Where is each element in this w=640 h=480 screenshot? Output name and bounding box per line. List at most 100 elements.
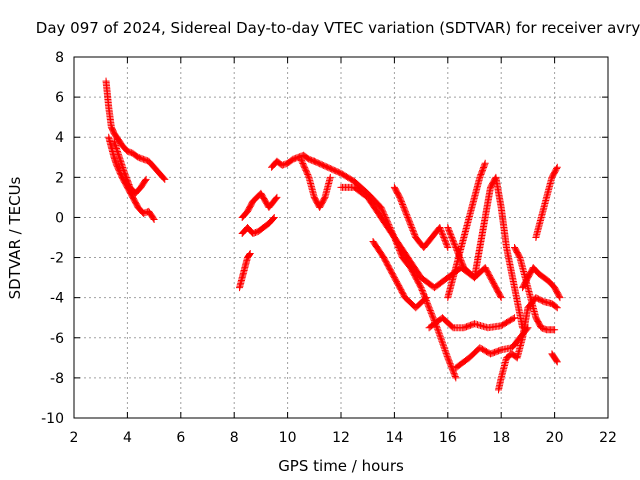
data-point — [141, 176, 149, 184]
data-point — [401, 206, 409, 214]
data-point — [411, 231, 419, 239]
data-point — [445, 357, 453, 365]
data-point — [450, 368, 458, 376]
data-point — [429, 312, 437, 320]
data-point — [434, 325, 442, 333]
data-point — [406, 219, 414, 227]
data-point — [439, 232, 447, 240]
data-point — [451, 372, 459, 380]
x-tick-label: 12 — [332, 430, 350, 446]
series-track-5 — [238, 213, 278, 237]
data-point — [397, 196, 405, 204]
data-point — [552, 303, 560, 311]
y-tick-label: 0 — [55, 210, 64, 226]
data-point — [405, 218, 413, 226]
y-tick-label: 6 — [55, 90, 64, 106]
data-point — [403, 211, 411, 219]
data-point — [161, 175, 169, 183]
data-point — [452, 374, 460, 382]
data-point — [438, 337, 446, 345]
data-point — [449, 367, 457, 375]
data-point — [511, 314, 519, 322]
data-point — [444, 355, 452, 363]
data-point — [440, 235, 448, 243]
data-point — [438, 228, 446, 236]
y-tick-label: -6 — [50, 331, 64, 347]
data-point — [435, 330, 443, 338]
x-tick-label: 22 — [599, 430, 617, 446]
data-point — [398, 199, 406, 207]
data-point — [426, 305, 434, 313]
data-point — [451, 371, 459, 379]
series-track-12 — [369, 238, 430, 312]
data-point — [452, 245, 460, 253]
data-point — [497, 294, 505, 302]
data-point — [380, 209, 388, 217]
data-point — [450, 238, 458, 246]
data-point — [421, 295, 429, 303]
data-point — [447, 361, 455, 369]
data-point — [444, 225, 452, 233]
data-point — [408, 223, 416, 231]
data-point — [436, 225, 444, 233]
data-point — [426, 307, 434, 315]
data-point — [437, 334, 445, 342]
data-point — [440, 343, 448, 351]
series-track-17 — [452, 324, 532, 372]
y-tick-label: 2 — [55, 170, 64, 186]
series-track-11 — [390, 183, 452, 252]
data-point — [439, 340, 447, 348]
data-point — [450, 239, 458, 247]
series-track-8 — [297, 155, 334, 211]
x-axis-label: GPS time / hours — [278, 457, 404, 475]
data-point — [246, 250, 254, 258]
chart-title: Day 097 of 2024, Sidereal Day-to-day VTE… — [36, 19, 640, 37]
y-tick-label: -10 — [41, 411, 64, 427]
data-point — [443, 351, 451, 359]
data-point — [404, 213, 412, 221]
data-point — [448, 234, 456, 241]
data-point — [433, 324, 441, 332]
data-point — [423, 299, 431, 307]
series-track-4 — [236, 250, 254, 292]
data-point — [436, 333, 444, 341]
data-point — [269, 214, 277, 222]
data-point — [407, 222, 415, 230]
data-point — [396, 193, 404, 201]
data-point — [443, 241, 451, 249]
data-point — [438, 339, 446, 347]
data-point — [405, 216, 413, 224]
data-points — [102, 77, 564, 394]
data-point — [273, 193, 281, 201]
data-point — [555, 292, 563, 300]
data-point — [404, 215, 412, 223]
data-point — [427, 308, 435, 316]
data-point — [424, 301, 432, 309]
data-point — [449, 236, 457, 244]
data-point — [378, 205, 386, 213]
data-point — [447, 231, 455, 239]
y-tick-label: -4 — [50, 291, 64, 307]
data-point — [434, 327, 442, 335]
data-point — [436, 331, 444, 339]
data-point — [450, 370, 458, 378]
x-tick-label: 2 — [70, 430, 79, 446]
data-point — [551, 326, 559, 334]
data-point — [436, 223, 444, 231]
data-point — [446, 358, 454, 366]
x-tick-label: 20 — [546, 430, 564, 446]
data-point — [409, 228, 417, 236]
data-point — [429, 314, 437, 322]
data-point — [446, 360, 454, 368]
series-track-21 — [532, 163, 561, 241]
data-point — [419, 289, 427, 297]
data-point — [377, 203, 385, 211]
data-point — [400, 205, 408, 213]
data-point — [452, 244, 460, 252]
data-point — [451, 241, 459, 249]
data-point — [419, 288, 427, 296]
data-point — [399, 201, 407, 209]
x-tick-label: 10 — [279, 430, 297, 446]
data-point — [447, 362, 455, 370]
